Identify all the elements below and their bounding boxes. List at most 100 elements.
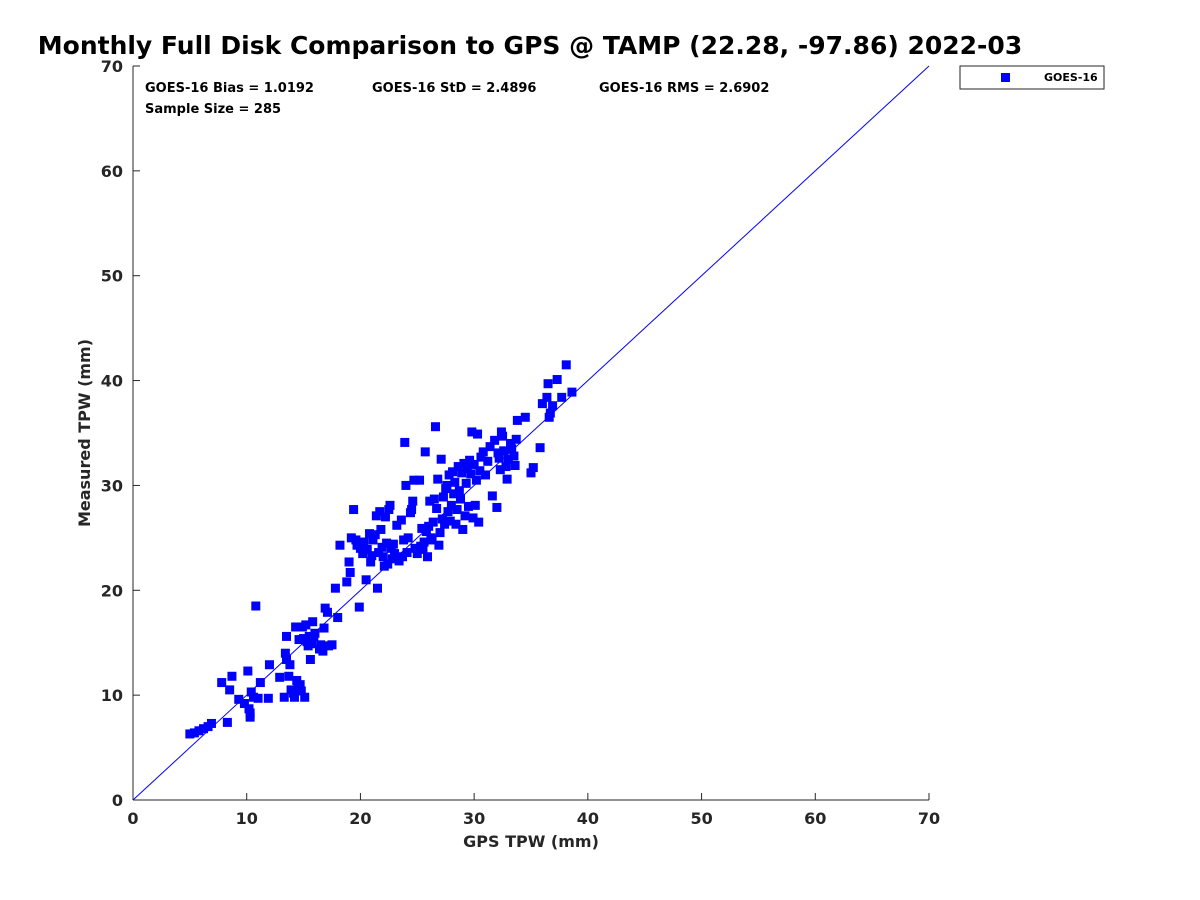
- x-tick-label: 40: [577, 809, 599, 828]
- data-point: [470, 500, 480, 510]
- data-point: [454, 486, 464, 496]
- data-point: [185, 729, 195, 739]
- data-point: [263, 693, 273, 703]
- data-point: [377, 542, 387, 552]
- legend: GOES-16: [959, 65, 1105, 90]
- plot-area: 0 10 20 30 40 50 60 70 0 10 20 30 40 50 60 70: [101, 57, 940, 828]
- data-point: [499, 446, 509, 456]
- data-point: [227, 671, 237, 681]
- data-point: [376, 524, 386, 534]
- data-point: [424, 521, 434, 531]
- data-point: [362, 544, 372, 554]
- data-point: [520, 412, 530, 422]
- data-point: [463, 501, 473, 511]
- x-ticks: 0 10 20 30 40 50 60 70: [127, 793, 940, 828]
- data-point: [458, 524, 468, 534]
- data-point: [301, 620, 311, 630]
- data-point: [249, 692, 259, 702]
- data-point: [392, 520, 402, 530]
- data-point: [466, 469, 476, 479]
- data-point: [490, 435, 500, 445]
- data-point: [342, 577, 352, 587]
- data-point: [344, 557, 354, 567]
- data-point: [282, 654, 292, 664]
- stat-sample-size: Sample Size = 285: [145, 102, 281, 117]
- data-point: [318, 646, 328, 656]
- data-point: [535, 443, 545, 453]
- x-tick-label: 60: [804, 809, 826, 828]
- data-point: [432, 503, 442, 513]
- data-point: [400, 437, 410, 447]
- data-point: [507, 444, 517, 454]
- data-point: [327, 640, 337, 650]
- data-point: [335, 540, 345, 550]
- y-tick-label: 30: [101, 476, 123, 495]
- x-tick-label: 0: [127, 809, 138, 828]
- data-point: [537, 399, 547, 409]
- data-point: [390, 549, 400, 559]
- data-point: [476, 452, 486, 462]
- data-point: [430, 422, 440, 432]
- data-point: [440, 519, 450, 529]
- data-point: [483, 456, 493, 466]
- data-point: [255, 678, 265, 688]
- data-point: [251, 601, 261, 611]
- data-point: [436, 454, 446, 464]
- data-point: [245, 708, 255, 718]
- data-point: [419, 537, 429, 547]
- data-point: [465, 455, 475, 465]
- data-point: [511, 434, 521, 444]
- data-point: [305, 654, 315, 664]
- data-point: [294, 635, 304, 645]
- one-to-one-reference-line: [132, 65, 930, 801]
- y-tick-label: 50: [101, 267, 123, 286]
- data-point: [567, 387, 577, 397]
- data-point: [378, 552, 388, 562]
- data-point: [446, 500, 456, 510]
- data-point: [561, 360, 571, 370]
- data-point: [253, 693, 263, 703]
- y-tick-label: 20: [101, 581, 123, 600]
- data-point: [403, 533, 413, 543]
- data-point: [300, 692, 310, 702]
- data-point: [275, 672, 285, 682]
- stat-bias: GOES-16 Bias = 1.0192: [145, 81, 314, 96]
- data-point: [457, 468, 467, 478]
- data-point: [282, 631, 292, 641]
- data-point: [319, 623, 329, 633]
- data-point: [407, 505, 417, 515]
- data-point: [557, 392, 567, 402]
- data-point: [296, 686, 306, 696]
- data-point: [474, 517, 484, 527]
- data-point: [246, 687, 256, 697]
- data-point: [304, 631, 314, 641]
- x-tick-label: 70: [918, 809, 940, 828]
- data-point: [545, 408, 555, 418]
- data-point: [408, 496, 418, 506]
- data-point: [316, 640, 326, 650]
- data-point: [387, 554, 397, 564]
- data-point: [368, 535, 378, 545]
- data-point: [285, 660, 295, 670]
- data-point: [512, 415, 522, 425]
- data-point: [354, 602, 364, 612]
- data-point: [402, 548, 412, 558]
- data-point: [428, 517, 438, 527]
- data-point: [552, 375, 562, 385]
- data-point: [322, 607, 332, 617]
- data-point: [370, 530, 380, 540]
- data-point: [372, 583, 382, 593]
- data-point: [442, 480, 452, 490]
- data-point: [501, 462, 511, 472]
- x-tick-label: 50: [690, 809, 712, 828]
- data-point: [420, 447, 430, 457]
- data-point: [380, 512, 390, 522]
- data-point: [359, 537, 369, 547]
- data-point: [396, 515, 406, 525]
- data-point: [434, 540, 444, 550]
- data-point: [388, 539, 398, 549]
- x-tick-label: 30: [463, 809, 485, 828]
- stat-rms: GOES-16 RMS = 2.6902: [599, 81, 769, 96]
- data-point: [478, 447, 488, 457]
- data-point: [528, 463, 538, 473]
